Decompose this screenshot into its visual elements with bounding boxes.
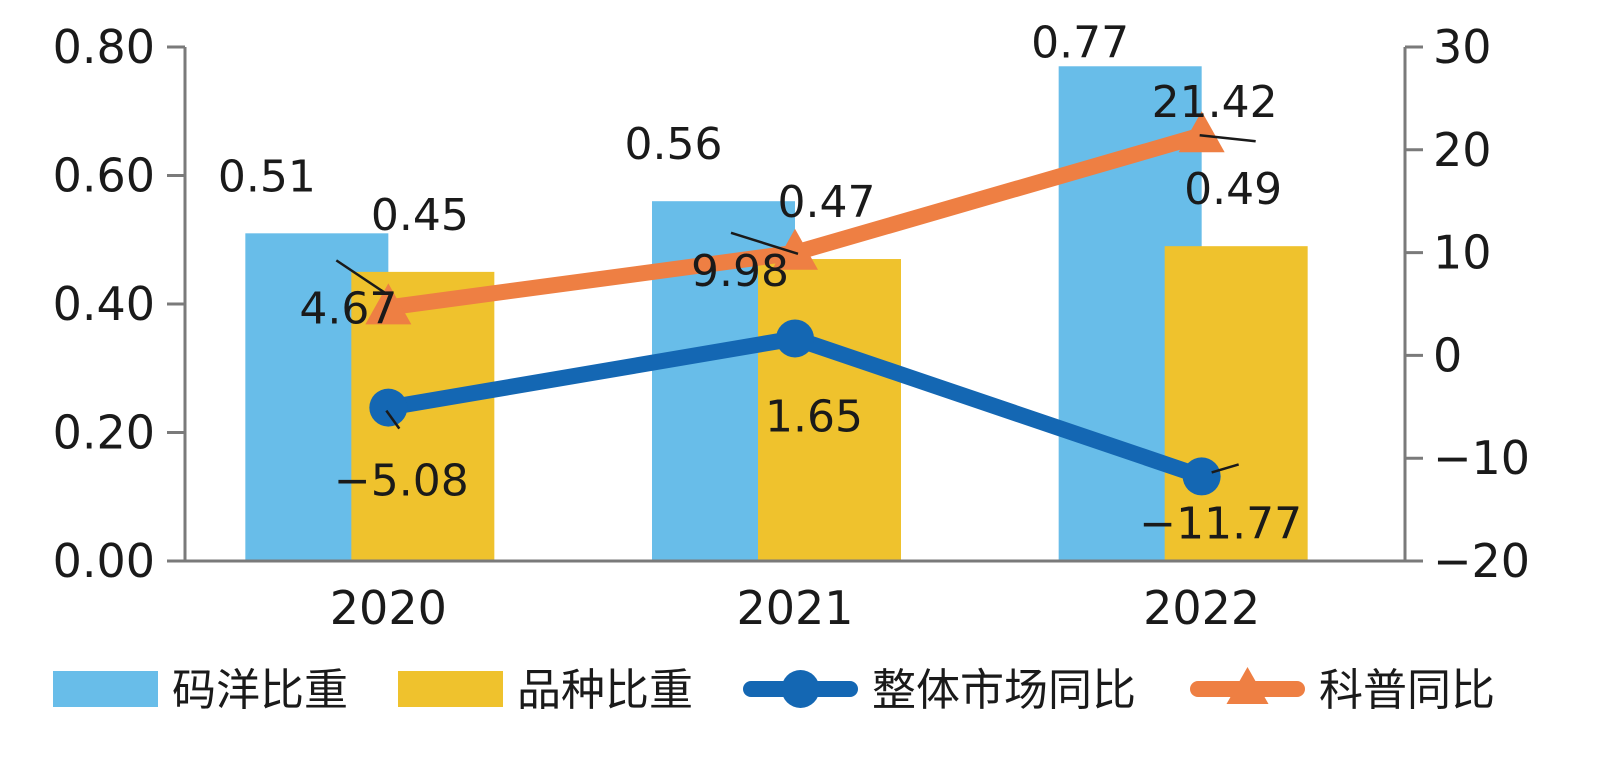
x-tick-label: 2020 xyxy=(330,581,447,635)
data-label-科普同比-2022: 21.42 xyxy=(1152,77,1278,128)
plot-area: 0.00 0.20 0.40 0.60 0.80 −20 −10 0 10 20 30 2020 202… xyxy=(53,17,1531,635)
data-label-整体市场同比-2021: 1.65 xyxy=(765,391,863,442)
legend-swatch-品种比重 xyxy=(398,671,503,707)
y-right-tick-label: 10 xyxy=(1433,226,1492,280)
y-left-tick-label: 0.40 xyxy=(53,277,155,331)
leader-line xyxy=(335,259,386,294)
y-left-tick-label: 0.60 xyxy=(53,149,155,203)
leader-line xyxy=(1211,463,1240,474)
data-label-科普同比-2021: 9.98 xyxy=(691,246,789,297)
legend-label-科普同比: 科普同比 xyxy=(1319,665,1495,716)
y-right-tick-label: −20 xyxy=(1433,534,1530,588)
y-right-tick-label: 20 xyxy=(1433,123,1492,177)
legend: 码洋比重 品种比重 整体市场同比 科普同比 xyxy=(53,665,1495,716)
legend-swatch-码洋比重 xyxy=(53,671,158,707)
point-整体市场同比-2020 xyxy=(369,388,408,427)
legend-label-品种比重: 品种比重 xyxy=(517,665,693,716)
legend-label-码洋比重: 码洋比重 xyxy=(172,665,348,716)
point-科普同比-2022 xyxy=(1178,111,1225,153)
point-整体市场同比-2021 xyxy=(776,319,814,358)
x-tick-label: 2022 xyxy=(1143,581,1260,635)
data-label-整体市场同比-2022: −11.77 xyxy=(1139,498,1302,549)
point-科普同比-2021 xyxy=(772,228,818,270)
data-label-码洋比重-2022: 0.77 xyxy=(1031,17,1129,68)
data-label-整体市场同比-2020: −5.08 xyxy=(334,456,469,507)
point-整体市场同比-2022 xyxy=(1182,457,1221,496)
leader-line xyxy=(385,409,401,430)
leader-line xyxy=(730,231,799,255)
legend-marker-整体市场同比 xyxy=(781,670,820,708)
y-right-tick-label: 0 xyxy=(1433,328,1462,382)
y-right-tick-label: 30 xyxy=(1433,20,1492,74)
data-label-科普同比-2020: 4.67 xyxy=(299,283,397,334)
data-label-品种比重-2021: 0.47 xyxy=(778,177,876,228)
data-label-品种比重-2022: 0.49 xyxy=(1184,164,1282,215)
legend-label-整体市场同比: 整体市场同比 xyxy=(872,665,1136,716)
y-left-tick-label: 0.80 xyxy=(53,20,155,74)
data-label-码洋比重-2020: 0.51 xyxy=(218,151,316,202)
data-label-码洋比重-2021: 0.56 xyxy=(625,119,723,170)
leader-line xyxy=(1199,133,1256,143)
x-tick-label: 2021 xyxy=(736,581,853,635)
legend-marker-科普同比 xyxy=(1226,667,1269,704)
y-right-tick-label: −10 xyxy=(1433,431,1530,485)
bar-品种比重-2021 xyxy=(758,259,901,561)
y-left-tick-label: 0.00 xyxy=(53,534,155,588)
bar-品种比重-2022 xyxy=(1164,246,1308,562)
y-left-tick-label: 0.20 xyxy=(53,406,155,460)
data-label-品种比重-2020: 0.45 xyxy=(371,190,469,241)
point-科普同比-2020 xyxy=(365,283,412,325)
